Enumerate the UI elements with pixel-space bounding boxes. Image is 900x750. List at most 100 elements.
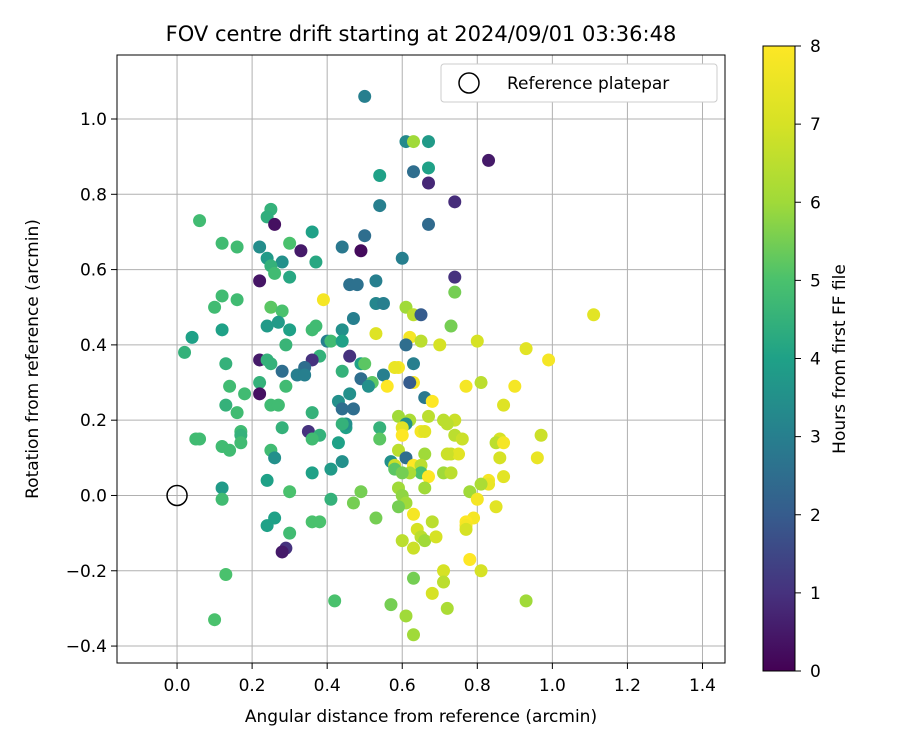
- data-point: [215, 481, 229, 495]
- colorbar-tick-label: 1: [810, 584, 821, 604]
- data-point: [208, 613, 222, 627]
- data-point: [406, 571, 420, 585]
- colorbar-gradient: [762, 45, 796, 672]
- data-point: [395, 534, 409, 548]
- data-point: [425, 515, 439, 529]
- data-point: [482, 153, 496, 167]
- data-point: [331, 436, 345, 450]
- data-point: [230, 406, 244, 420]
- data-point: [395, 466, 409, 480]
- x-tick-label: 1.4: [689, 676, 716, 696]
- data-point: [534, 428, 548, 442]
- colorbar-tick-label: 8: [810, 37, 821, 57]
- data-point: [264, 357, 278, 371]
- data-point: [271, 315, 285, 329]
- data-point: [328, 594, 342, 608]
- data-point: [268, 217, 282, 231]
- data-point: [219, 398, 233, 412]
- data-point: [238, 387, 252, 401]
- x-tick-label: 1.2: [614, 676, 641, 696]
- colorbar-tick-label: 2: [810, 506, 821, 526]
- data-point: [497, 398, 511, 412]
- data-point: [395, 428, 409, 442]
- data-point: [215, 323, 229, 337]
- data-point: [271, 398, 285, 412]
- y-tick-label: −0.4: [66, 637, 107, 657]
- chart-title: FOV centre drift starting at 2024/09/01 …: [166, 22, 677, 46]
- data-point: [189, 432, 203, 446]
- x-tick-label: 0.2: [239, 676, 266, 696]
- x-tick-label: 0.6: [389, 676, 416, 696]
- data-point: [324, 334, 338, 348]
- data-point: [346, 496, 360, 510]
- data-point: [294, 244, 308, 258]
- data-point: [335, 364, 349, 378]
- data-point: [260, 519, 274, 533]
- data-point: [275, 304, 289, 318]
- y-axis-label: Rotation from reference (arcmin): [23, 219, 43, 499]
- data-point: [429, 530, 443, 544]
- data-point: [470, 492, 484, 506]
- y-tick-label: 1.0: [80, 110, 107, 130]
- data-point: [253, 274, 267, 288]
- data-point: [335, 334, 349, 348]
- data-point: [422, 161, 436, 175]
- data-point: [373, 199, 387, 213]
- data-point: [230, 240, 244, 254]
- data-point: [399, 609, 413, 623]
- data-point: [422, 217, 436, 231]
- colorbar-label: Hours from first FF file: [830, 264, 850, 454]
- y-tick-label: 0.4: [80, 336, 107, 356]
- data-point: [324, 492, 338, 506]
- data-point: [418, 424, 432, 438]
- data-point: [414, 308, 428, 322]
- data-point: [497, 470, 511, 484]
- data-point: [230, 293, 244, 307]
- y-tick-label: −0.2: [66, 562, 107, 582]
- data-point: [253, 387, 267, 401]
- y-tick-label: 0.2: [80, 411, 107, 431]
- data-point: [361, 379, 375, 393]
- data-point: [395, 251, 409, 265]
- y-tick-label: 0.6: [80, 261, 107, 281]
- data-point: [316, 293, 330, 307]
- data-point: [406, 165, 420, 179]
- data-point: [283, 270, 297, 284]
- data-point: [298, 368, 312, 382]
- grid-lines: [117, 55, 725, 663]
- data-point: [275, 364, 289, 378]
- data-point: [335, 402, 349, 416]
- data-point: [313, 515, 327, 529]
- data-point: [283, 485, 297, 499]
- y-tick-label: 0.8: [80, 185, 107, 205]
- data-point: [376, 368, 390, 382]
- data-point: [418, 534, 432, 548]
- data-point: [373, 432, 387, 446]
- legend-box: [440, 63, 718, 103]
- data-point: [343, 349, 357, 363]
- data-point: [354, 485, 368, 499]
- data-point: [283, 323, 297, 337]
- data-point: [530, 451, 544, 465]
- data-point: [422, 176, 436, 190]
- data-point: [497, 436, 511, 450]
- data-point: [448, 195, 462, 209]
- data-point: [444, 319, 458, 333]
- data-point: [444, 466, 458, 480]
- data-point: [369, 511, 383, 525]
- data-point: [437, 575, 451, 589]
- data-point: [264, 300, 278, 314]
- data-point: [391, 500, 405, 514]
- data-point: [358, 89, 372, 103]
- data-point: [414, 334, 428, 348]
- data-point: [260, 473, 274, 487]
- data-point: [335, 417, 349, 431]
- data-point: [384, 598, 398, 612]
- data-point: [433, 338, 447, 352]
- data-point: [275, 255, 289, 269]
- data-point: [219, 568, 233, 582]
- data-points: [178, 89, 601, 642]
- data-point: [470, 334, 484, 348]
- data-point: [178, 345, 192, 359]
